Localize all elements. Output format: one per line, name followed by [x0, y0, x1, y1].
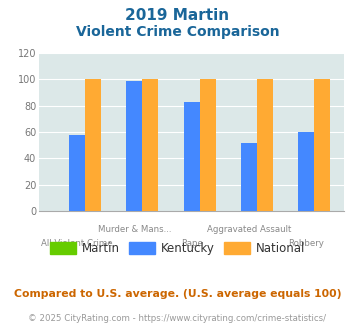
Bar	[69, 135, 85, 211]
Bar	[315, 79, 331, 211]
Text: Aggravated Assault: Aggravated Assault	[207, 225, 291, 234]
Text: Murder & Mans...: Murder & Mans...	[98, 225, 171, 234]
Bar	[126, 81, 142, 211]
Legend: Martin, Kentucky, National: Martin, Kentucky, National	[45, 237, 310, 260]
Text: Compared to U.S. average. (U.S. average equals 100): Compared to U.S. average. (U.S. average …	[14, 289, 341, 299]
Bar	[184, 102, 200, 211]
Text: 2019 Martin: 2019 Martin	[125, 8, 230, 23]
Bar	[257, 79, 273, 211]
Bar	[142, 79, 158, 211]
Bar	[298, 132, 315, 211]
Bar	[85, 79, 101, 211]
Text: All Violent Crime: All Violent Crime	[41, 239, 113, 248]
Text: © 2025 CityRating.com - https://www.cityrating.com/crime-statistics/: © 2025 CityRating.com - https://www.city…	[28, 314, 327, 323]
Bar	[200, 79, 216, 211]
Text: Violent Crime Comparison: Violent Crime Comparison	[76, 25, 279, 39]
Text: Rape: Rape	[181, 239, 203, 248]
Text: Robbery: Robbery	[289, 239, 324, 248]
Bar	[241, 143, 257, 211]
